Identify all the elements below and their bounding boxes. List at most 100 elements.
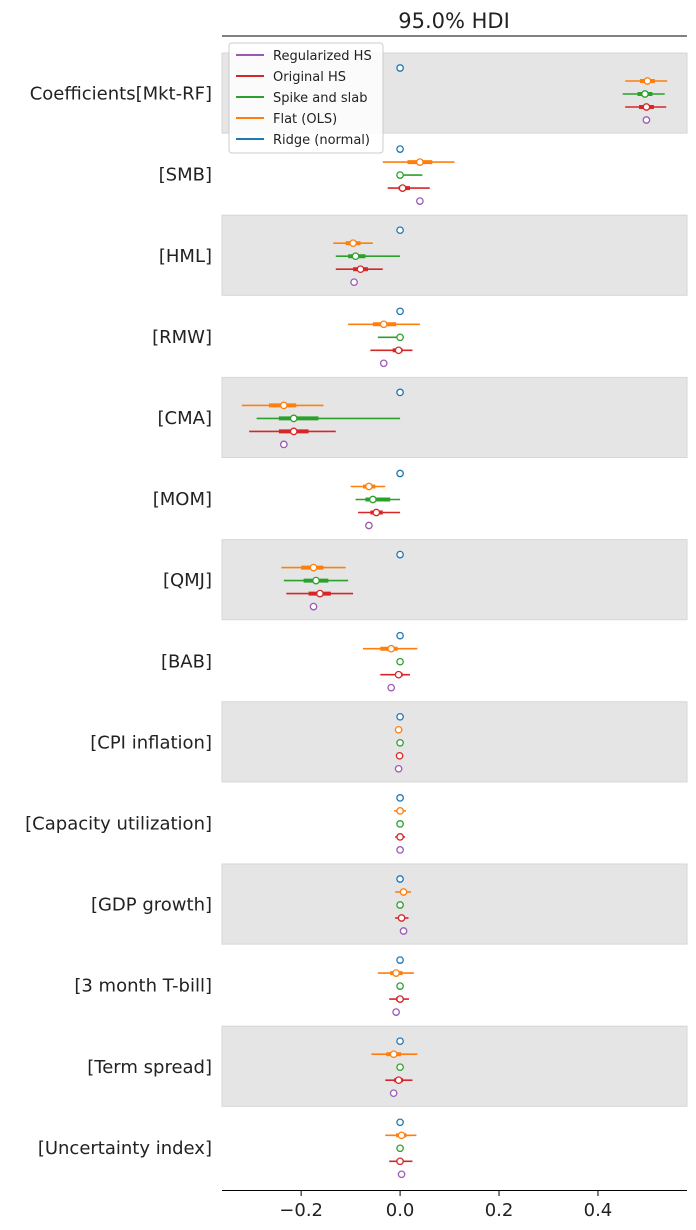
row-band [221, 863, 688, 945]
mean-point [349, 239, 357, 248]
mean-point [396, 226, 404, 235]
mean-point [387, 683, 396, 692]
row-bands [221, 52, 688, 1107]
mean-point [396, 307, 404, 316]
mean-point [394, 670, 403, 679]
row-band [221, 1025, 688, 1107]
legend: Regularized HS Original HS Spike and slab F… [228, 42, 384, 154]
row-band [221, 214, 688, 296]
mean-point [396, 1037, 404, 1046]
mean-point [399, 927, 408, 935]
mean-point [389, 1050, 398, 1059]
variable-label: [HML] [159, 246, 212, 267]
mean-point [643, 77, 652, 85]
mean-point [396, 550, 404, 559]
mean-point [396, 1144, 404, 1153]
mean-point [289, 414, 298, 423]
x-tick-label: 0.0 [386, 1200, 415, 1221]
legend-entry: Flat (OLS) [273, 112, 337, 127]
mean-point [392, 1008, 400, 1016]
mean-point [351, 252, 360, 261]
variable-labels: Coefficients[Mkt-RF] [SMB] [HML] [RMW] [CMA]… [25, 84, 212, 1159]
mean-point [394, 1076, 403, 1085]
mean-point [397, 1131, 406, 1140]
x-tick-label: 0.4 [584, 1200, 613, 1221]
legend-frame [228, 42, 384, 154]
mean-point [396, 901, 404, 909]
mean-point [396, 820, 404, 828]
mean-point [396, 657, 404, 666]
mean-point [395, 751, 404, 760]
variable-label: [3 month T-bill] [74, 976, 212, 997]
row-band [221, 701, 688, 783]
variable-label: [QMJ] [163, 570, 212, 591]
variable-label: [SMB] [159, 165, 212, 186]
mean-point [397, 1170, 406, 1179]
estimate-marks [241, 64, 668, 1179]
mean-point [396, 1157, 404, 1166]
mean-point [397, 914, 406, 922]
mean-point [387, 644, 396, 653]
mean-point [372, 508, 381, 517]
mean-point [394, 764, 403, 773]
variable-label: [Uncertainty index] [38, 1138, 212, 1159]
variable-label: [GDP growth] [91, 895, 212, 916]
mean-point [396, 469, 404, 478]
mean-point [396, 145, 404, 153]
mean-point [279, 440, 288, 449]
mean-point [642, 116, 651, 124]
mean-point [416, 158, 424, 166]
row-band [221, 539, 688, 621]
mean-point [350, 278, 358, 287]
mean-point [316, 589, 324, 598]
mean-point [641, 90, 649, 98]
mean-point [396, 631, 404, 640]
mean-point [356, 265, 365, 274]
mean-point [396, 833, 404, 841]
mean-point [379, 320, 388, 329]
mean-point [396, 875, 404, 883]
variable-label: [Term spread] [87, 1057, 212, 1078]
mean-point [309, 563, 318, 572]
variable-label: [Capacity utilization] [25, 813, 212, 834]
mean-point [312, 576, 320, 585]
variable-label: [CMA] [158, 408, 212, 429]
mean-point [309, 602, 318, 611]
mean-point [396, 388, 404, 397]
mean-point [394, 725, 403, 734]
variable-label: [CPI inflation] [90, 732, 212, 753]
variable-label: [MOM] [153, 489, 212, 510]
mean-point [396, 982, 404, 990]
mean-point [396, 1063, 404, 1072]
mean-point [392, 969, 400, 977]
mean-point [416, 197, 424, 205]
mean-point [365, 482, 373, 491]
mean-point [396, 794, 404, 802]
x-axis-ticks: −0.2 0.0 0.2 0.4 [279, 1190, 613, 1221]
legend-entry: Spike and slab [273, 91, 368, 106]
variable-label: [BAB] [161, 651, 212, 672]
mean-point [396, 956, 404, 964]
mean-point [394, 346, 403, 355]
x-tick-label: 0.2 [485, 1200, 514, 1221]
mean-point [379, 359, 388, 368]
legend-entry: Ridge (normal) [273, 133, 370, 148]
mean-point [289, 427, 298, 436]
mean-point [398, 184, 407, 192]
mean-point [399, 888, 408, 896]
mean-point [396, 171, 404, 179]
mean-point [369, 495, 377, 504]
mean-point [396, 807, 404, 815]
variable-label: [RMW] [152, 327, 212, 348]
mean-point [396, 846, 404, 854]
x-tick-label: −0.2 [279, 1200, 323, 1221]
mean-point [396, 1118, 404, 1127]
mean-point [396, 712, 404, 721]
legend-entry: Original HS [273, 70, 346, 85]
mean-point [396, 738, 404, 747]
mean-point [396, 64, 404, 72]
mean-point [396, 333, 404, 342]
mean-point [642, 103, 651, 111]
mean-point [279, 401, 288, 410]
